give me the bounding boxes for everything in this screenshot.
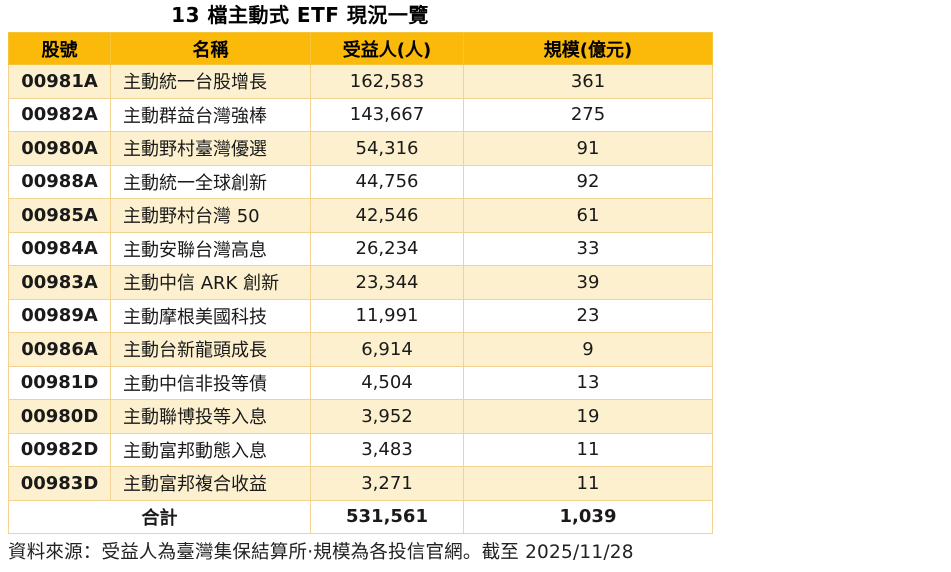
stock-code-cell: 00981D: [8, 365, 111, 400]
fund-name-cell: 主動統一全球創新: [110, 164, 311, 199]
col-header-fund-name: 名稱: [110, 32, 311, 65]
holders-cell: 54,316: [310, 131, 464, 166]
aum-cell: 39: [463, 265, 713, 300]
fund-name-cell: 主動摩根美國科技: [110, 298, 311, 333]
table-row: 00988A 主動統一全球創新 44,756 92: [8, 164, 713, 199]
aum-cell: 361: [463, 64, 713, 99]
holders-cell: 143,667: [310, 97, 464, 132]
fund-name-cell: 主動台新龍頭成長: [110, 332, 311, 367]
total-holders-cell: 531,561: [310, 499, 464, 534]
aum-cell: 92: [463, 164, 713, 199]
table-row: 00982D 主動富邦動態入息 3,483 11: [8, 432, 713, 467]
total-aum-cell: 1,039: [463, 499, 713, 534]
aum-cell: 91: [463, 131, 713, 166]
col-header-holders: 受益人(人): [310, 32, 464, 65]
stock-code-cell: 00988A: [8, 164, 111, 199]
aum-cell: 61: [463, 198, 713, 233]
source-note: 資料來源：受益人為臺灣集保結算所·規模為各投信官網。截至 2025/11/28: [8, 542, 634, 563]
stock-code-cell: 00980A: [8, 131, 111, 166]
etf-table: 股號 名稱 受益人(人) 規模(億元) 00981A 主動統一台股增長 162,58…: [8, 32, 713, 534]
aum-cell: 11: [463, 432, 713, 467]
col-header-stock-code: 股號: [8, 32, 111, 65]
table-row: 00985A 主動野村台灣 50 42,546 61: [8, 198, 713, 233]
stock-code-cell: 00986A: [8, 332, 111, 367]
holders-cell: 3,271: [310, 466, 464, 501]
aum-cell: 33: [463, 231, 713, 266]
fund-name-cell: 主動群益台灣強棒: [110, 97, 311, 132]
header-row: 股號 名稱 受益人(人) 規模(億元): [8, 32, 713, 65]
total-row: 合計 531,561 1,039: [8, 499, 713, 534]
stock-code-cell: 00983D: [8, 466, 111, 501]
stock-code-cell: 00984A: [8, 231, 111, 266]
stock-code-cell: 00985A: [8, 198, 111, 233]
stock-code-cell: 00989A: [8, 298, 111, 333]
table-row: 00981A 主動統一台股增長 162,583 361: [8, 64, 713, 99]
table-row: 00983A 主動中信 ARK 創新 23,344 39: [8, 265, 713, 300]
stock-code-cell: 00983A: [8, 265, 111, 300]
etf-table-body: 00981A 主動統一台股增長 162,583 361 00982A 主動群益台灣強棒 14…: [8, 64, 713, 501]
stock-code-cell: 00982D: [8, 432, 111, 467]
holders-cell: 11,991: [310, 298, 464, 333]
title-bar: 13 檔主動式 ETF 現況一覽: [8, 0, 712, 30]
fund-name-cell: 主動野村臺灣優選: [110, 131, 311, 166]
etf-table-header: 股號 名稱 受益人(人) 規模(億元): [8, 32, 713, 65]
table-row: 00989A 主動摩根美國科技 11,991 23: [8, 298, 713, 333]
table-row: 00984A 主動安聯台灣高息 26,234 33: [8, 231, 713, 266]
aum-cell: 19: [463, 399, 713, 434]
table-row: 00980D 主動聯博投等入息 3,952 19: [8, 399, 713, 434]
holders-cell: 42,546: [310, 198, 464, 233]
aum-cell: 13: [463, 365, 713, 400]
col-header-aum: 規模(億元): [463, 32, 713, 65]
aum-cell: 11: [463, 466, 713, 501]
aum-cell: 23: [463, 298, 713, 333]
holders-cell: 4,504: [310, 365, 464, 400]
holders-cell: 162,583: [310, 64, 464, 99]
fund-name-cell: 主動富邦動態入息: [110, 432, 311, 467]
stock-code-cell: 00982A: [8, 97, 111, 132]
total-label-cell: 合計: [8, 499, 311, 534]
aum-cell: 9: [463, 332, 713, 367]
table-row: 00983D 主動富邦複合收益 3,271 11: [8, 466, 713, 501]
table-row: 00986A 主動台新龍頭成長 6,914 9: [8, 332, 713, 367]
fund-name-cell: 主動富邦複合收益: [110, 466, 311, 501]
page-title: 13 檔主動式 ETF 現況一覽: [171, 3, 429, 27]
aum-cell: 275: [463, 97, 713, 132]
holders-cell: 26,234: [310, 231, 464, 266]
table-row: 00982A 主動群益台灣強棒 143,667 275: [8, 97, 713, 132]
fund-name-cell: 主動安聯台灣高息: [110, 231, 311, 266]
stock-code-cell: 00981A: [8, 64, 111, 99]
etf-table-footer: 合計 531,561 1,039: [8, 499, 713, 534]
fund-name-cell: 主動聯博投等入息: [110, 399, 311, 434]
fund-name-cell: 主動野村台灣 50: [110, 198, 311, 233]
holders-cell: 3,483: [310, 432, 464, 467]
fund-name-cell: 主動中信非投等債: [110, 365, 311, 400]
holders-cell: 6,914: [310, 332, 464, 367]
holders-cell: 44,756: [310, 164, 464, 199]
fund-name-cell: 主動中信 ARK 創新: [110, 265, 311, 300]
stock-code-cell: 00980D: [8, 399, 111, 434]
holders-cell: 23,344: [310, 265, 464, 300]
table-row: 00980A 主動野村臺灣優選 54,316 91: [8, 131, 713, 166]
table-row: 00981D 主動中信非投等債 4,504 13: [8, 365, 713, 400]
holders-cell: 3,952: [310, 399, 464, 434]
fund-name-cell: 主動統一台股增長: [110, 64, 311, 99]
